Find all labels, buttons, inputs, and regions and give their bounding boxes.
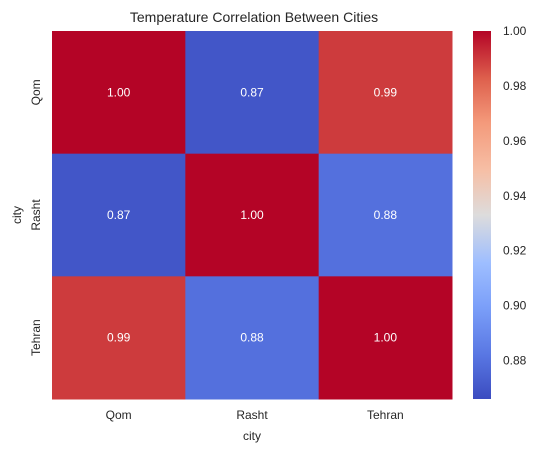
colorbar-tick-label: 0.88 bbox=[503, 354, 527, 368]
heatmap-cell-tehran-rasht bbox=[185, 276, 320, 400]
colorbar-tick-label: 1.00 bbox=[503, 24, 527, 38]
cell-value-label: 0.87 bbox=[107, 208, 131, 222]
heatmap-cell-rasht-rasht bbox=[185, 153, 320, 277]
heatmap-cell-qom-tehran bbox=[318, 31, 453, 155]
heatmap-cell-rasht-tehran bbox=[318, 153, 453, 277]
heatmap-cell-qom-qom bbox=[52, 31, 186, 155]
x-tick-label: Rasht bbox=[236, 408, 268, 422]
colorbar-tick-label: 0.92 bbox=[503, 244, 527, 258]
cell-value-label: 1.00 bbox=[374, 331, 398, 345]
colorbar-tick-label: 0.94 bbox=[503, 189, 527, 203]
cell-value-label: 0.88 bbox=[374, 208, 398, 222]
cell-value-label: 0.99 bbox=[374, 85, 398, 99]
cell-value-label: 0.87 bbox=[240, 85, 264, 99]
chart-title: Temperature Correlation Between Cities bbox=[130, 9, 378, 25]
cell-annotations: 1.00 0.87 0.99 0.87 1.00 0.88 0.99 0.88 1.00 bbox=[107, 85, 397, 344]
colorbar-tick-label: 0.90 bbox=[503, 299, 527, 313]
colorbar bbox=[473, 31, 491, 399]
x-tick-labels: Qom Rasht Tehran bbox=[106, 408, 404, 422]
colorbar-tick-label: 0.96 bbox=[503, 134, 527, 148]
y-tick-label: Tehran bbox=[29, 319, 43, 356]
cell-value-label: 1.00 bbox=[107, 85, 131, 99]
colorbar-tick-labels: 0.88 0.90 0.92 0.94 0.96 0.98 1.00 bbox=[503, 24, 527, 368]
heatmap-cell-tehran-qom bbox=[52, 276, 186, 400]
cell-value-label: 0.99 bbox=[107, 331, 131, 345]
x-axis-label: city bbox=[243, 429, 261, 443]
y-tick-labels: Qom Rasht Tehran bbox=[29, 79, 43, 356]
heatmap-cell-rasht-qom bbox=[52, 153, 186, 277]
cell-value-label: 1.00 bbox=[240, 208, 264, 222]
y-tick-label: Qom bbox=[29, 79, 43, 105]
x-tick-label: Qom bbox=[106, 408, 132, 422]
colorbar-tick-label: 0.98 bbox=[503, 79, 527, 93]
x-tick-label: Tehran bbox=[367, 408, 404, 422]
y-axis-label: city bbox=[10, 206, 24, 224]
heatmap-cell-tehran-tehran bbox=[318, 276, 453, 400]
heatmap-cells bbox=[52, 31, 453, 400]
y-tick-label: Rasht bbox=[29, 199, 43, 231]
heatmap-cell-qom-rasht bbox=[185, 31, 320, 155]
cell-value-label: 0.88 bbox=[240, 331, 264, 345]
